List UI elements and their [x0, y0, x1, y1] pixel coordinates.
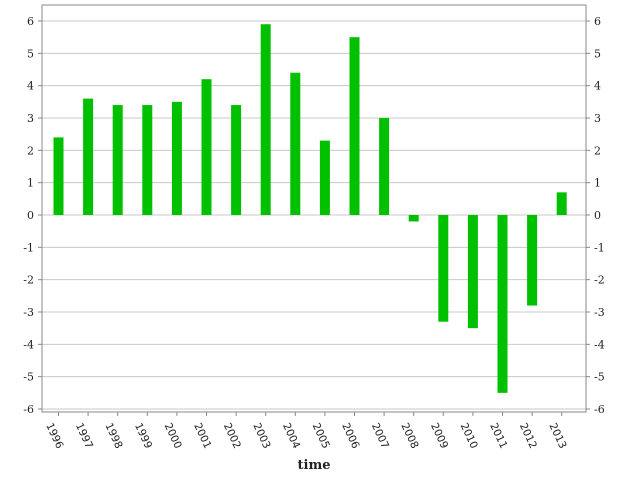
y-tick-label: -5 — [594, 371, 605, 384]
y-tick-label: -4 — [23, 338, 34, 351]
bar-2005 — [319, 140, 330, 215]
y-tick-label: 2 — [594, 144, 601, 157]
x-tick-label: 1996 — [43, 421, 65, 451]
bar-2013 — [556, 192, 567, 215]
y-tick-label: 6 — [594, 15, 601, 28]
gridlines — [42, 20, 586, 410]
x-tick-label: 1998 — [102, 421, 124, 450]
bar-2008 — [408, 215, 419, 222]
y-tick-label: -4 — [594, 338, 605, 351]
plot-frame — [41, 4, 587, 413]
y-tick-label: 1 — [27, 177, 34, 190]
x-tick-label: 2004 — [280, 421, 302, 451]
y-tick-label: 6 — [27, 15, 34, 28]
x-tick-label: 2008 — [398, 421, 420, 450]
bar-1997 — [83, 98, 94, 215]
y-tick-label: -6 — [594, 403, 605, 416]
bar-2011 — [497, 215, 508, 393]
x-tick-label: 2002 — [221, 421, 243, 450]
bar-2004 — [290, 72, 301, 215]
y-tick-label: 0 — [594, 209, 601, 222]
x-tick-label: 2010 — [458, 421, 480, 450]
y-tick-label: 4 — [27, 80, 34, 93]
x-tick-label: 2012 — [517, 421, 539, 450]
y-tick-label: 3 — [27, 112, 34, 125]
x-tick-label: 2013 — [546, 421, 568, 450]
y-tick-label: 1 — [594, 177, 601, 190]
y-axis-right: -6 -5 -4 -3 -2 -1 0 1 2 3 4 5 6 — [586, 15, 605, 416]
y-tick-label: -2 — [23, 274, 34, 287]
y-tick-label: 3 — [594, 112, 601, 125]
y-tick-label: 2 — [27, 144, 34, 157]
y-tick-label: 5 — [27, 47, 34, 60]
x-axis-label: time — [298, 458, 331, 473]
x-tick-label: 2003 — [250, 421, 272, 450]
bar-2009 — [438, 215, 449, 322]
bar-2012 — [527, 215, 538, 306]
x-tick-label: 2005 — [310, 421, 332, 450]
x-tick-label: 2009 — [428, 421, 450, 450]
y-tick-label: -1 — [594, 241, 605, 254]
x-tick-label: 2006 — [339, 421, 361, 451]
bar-2003 — [260, 24, 271, 215]
y-tick-label: 5 — [594, 47, 601, 60]
bar-2007 — [379, 118, 390, 215]
y-tick-label: -3 — [594, 306, 605, 319]
y-tick-label: -6 — [23, 403, 34, 416]
x-tick-label: 2011 — [487, 421, 509, 450]
bar-2010 — [467, 215, 478, 329]
y-tick-label: -2 — [594, 274, 605, 287]
x-tick-label: 2001 — [191, 421, 213, 450]
x-axis: 1996 1997 1998 1999 2000 2001 2002 2003 2004 2005… — [43, 412, 569, 451]
x-tick-label: 2000 — [162, 421, 184, 450]
bar-2001 — [201, 79, 212, 215]
x-tick-label: 2007 — [369, 421, 391, 450]
bar-1996 — [53, 137, 64, 215]
y-axis-left: -6 -5 -4 -3 -2 -1 0 1 2 3 4 5 6 — [23, 15, 42, 416]
bar-2002 — [231, 105, 242, 215]
y-tick-label: 4 — [594, 80, 601, 93]
x-tick-label: 1999 — [132, 421, 154, 450]
bar-1999 — [142, 105, 153, 215]
x-tick-label: 1997 — [73, 421, 95, 450]
bar-2006 — [349, 37, 360, 215]
y-tick-label: 0 — [27, 209, 34, 222]
y-tick-label: -3 — [23, 306, 34, 319]
bar-1998 — [112, 105, 123, 215]
bar-2000 — [171, 101, 182, 215]
y-tick-label: -5 — [23, 371, 34, 384]
y-tick-label: -1 — [23, 241, 34, 254]
bars — [53, 24, 567, 393]
